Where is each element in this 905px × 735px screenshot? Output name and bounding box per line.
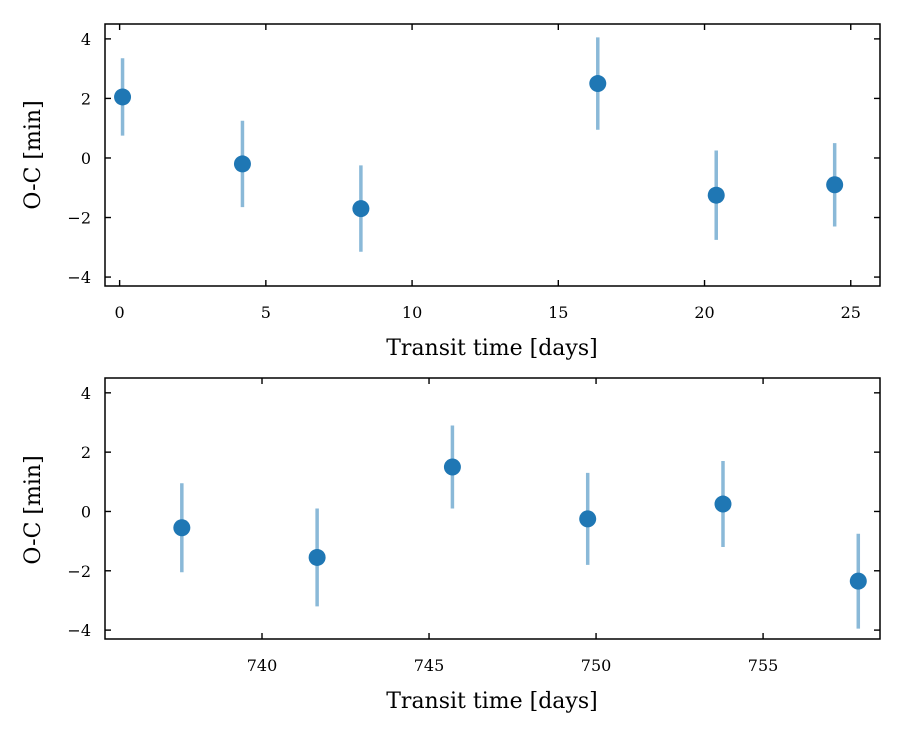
bottom-points <box>173 458 867 590</box>
y-tick-label: 0 <box>81 149 91 168</box>
top-panel: 0 5 10 15 20 25 −4 −2 0 2 4 Transit time [days] O-… <box>21 23 881 361</box>
top-points <box>114 75 844 218</box>
data-point <box>579 510 597 528</box>
top-errorbars <box>120 37 837 252</box>
bottom-y-axis-label: O-C [min] <box>21 455 46 564</box>
y-tick-label: −2 <box>67 562 91 581</box>
top-ticks: 0 5 10 15 20 25 −4 −2 0 2 4 <box>67 24 880 322</box>
data-point <box>589 75 607 93</box>
y-tick-label: 0 <box>81 502 91 521</box>
y-tick-label: −4 <box>67 268 91 287</box>
top-y-axis-label: O-C [min] <box>21 100 46 209</box>
x-tick-label: 755 <box>748 656 779 675</box>
data-point <box>308 548 326 566</box>
y-tick-label: 4 <box>81 384 91 403</box>
y-tick-label: 4 <box>81 30 91 49</box>
data-point <box>707 186 725 204</box>
x-tick-label: 750 <box>581 656 612 675</box>
data-point <box>114 88 132 106</box>
top-plot-frame <box>104 23 881 287</box>
data-point <box>826 176 844 194</box>
y-tick-label: 2 <box>81 443 91 462</box>
data-point <box>233 155 251 173</box>
x-tick-label: 0 <box>115 303 125 322</box>
x-tick-label: 15 <box>548 303 568 322</box>
data-point <box>714 495 732 513</box>
x-tick-label: 10 <box>402 303 422 322</box>
data-point <box>173 519 191 537</box>
y-tick-label: −2 <box>67 209 91 228</box>
data-point <box>352 200 370 218</box>
x-tick-label: 745 <box>414 656 445 675</box>
x-tick-label: 740 <box>247 656 278 675</box>
x-tick-label: 20 <box>694 303 714 322</box>
bottom-plot-frame <box>104 377 881 640</box>
y-tick-label: −4 <box>67 621 91 640</box>
y-tick-label: 2 <box>81 89 91 108</box>
x-tick-label: 5 <box>261 303 271 322</box>
x-tick-label: 25 <box>841 303 861 322</box>
data-point <box>443 458 461 476</box>
data-point <box>849 572 867 590</box>
top-x-axis-label: Transit time [days] <box>386 336 597 361</box>
bottom-errorbars <box>180 425 861 629</box>
bottom-ticks: 740 745 750 755 −4 −2 0 2 4 <box>67 378 880 675</box>
bottom-x-axis-label: Transit time [days] <box>386 689 597 714</box>
